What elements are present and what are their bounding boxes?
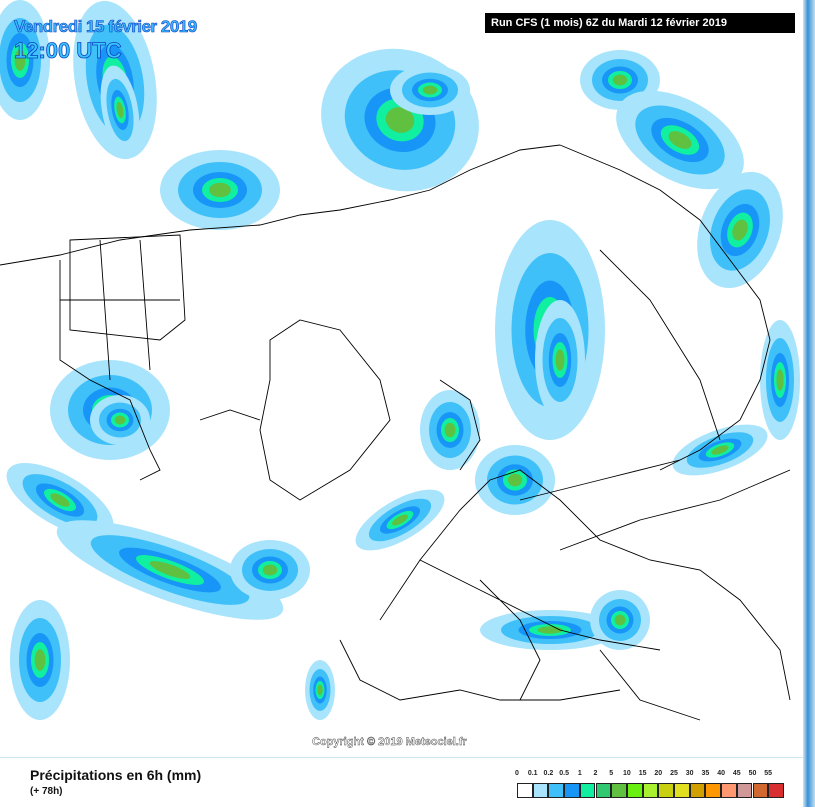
legend-swatch [595, 783, 612, 798]
legend-swatch [532, 783, 549, 798]
legend-label: 20 [654, 770, 663, 777]
legend-label: 55 [764, 770, 773, 777]
precipitation-map: Copyright © 2019 Meteociel.fr [0, 0, 800, 749]
legend-swatch [752, 783, 769, 798]
legend-label: 35 [701, 770, 710, 777]
coastlines [0, 144, 791, 721]
legend-swatch [658, 783, 674, 798]
precipitation-area [776, 369, 784, 391]
precipitation-area [34, 649, 46, 671]
copyright-text: Copyright © 2019 Meteociel.fr [312, 736, 468, 748]
precipitation-area [116, 102, 124, 118]
precipitation-area [537, 626, 563, 634]
legend-swatch [611, 783, 627, 798]
precipitation-area [732, 219, 748, 241]
legend-label: 45 [732, 770, 741, 777]
legend-label: 40 [717, 770, 725, 777]
legend-label: 25 [670, 770, 678, 777]
legend-swatch [517, 783, 533, 798]
precipitation-area [317, 684, 323, 696]
precipitation-area [555, 349, 565, 371]
legend-label: 0.2 [543, 770, 554, 777]
legend-label: 0 [515, 770, 519, 777]
legend-swatch [626, 783, 643, 798]
forecast-lead-time: (+ 78h) [30, 786, 63, 797]
precipitation-area [209, 182, 231, 198]
legend-swatch [721, 783, 737, 798]
precipitation-area [385, 107, 415, 133]
precipitation-area [50, 493, 70, 507]
precipitation-area [422, 85, 438, 95]
legend-swatch [768, 783, 784, 798]
legend-swatch [736, 783, 753, 798]
precipitation-area [392, 514, 408, 526]
precipitation-area [711, 445, 729, 455]
precipitation-area [114, 415, 126, 425]
precipitation-area [507, 473, 523, 487]
precipitation-area [612, 74, 628, 86]
precipitation-area [614, 614, 626, 626]
legend-swatch [674, 783, 690, 798]
precipitation-area [668, 131, 692, 149]
legend-swatch [705, 783, 722, 798]
legend-label: 50 [748, 770, 757, 777]
scrollbar[interactable] [803, 0, 815, 807]
variable-title: Précipitations en 6h (mm) [30, 767, 202, 783]
legend-swatch [689, 783, 706, 798]
legend-label: 1 [577, 770, 582, 777]
legend-label: 30 [685, 770, 694, 777]
legend-label: 0.5 [559, 770, 569, 777]
forecast-time: 12:00 UTC [14, 38, 122, 64]
precipitation-area [14, 49, 26, 71]
precipitation-area [149, 561, 191, 579]
legend-label: 0.1 [527, 770, 538, 777]
precipitation-area [262, 564, 278, 576]
legend-label: 2 [593, 770, 598, 777]
precipitation-area [444, 422, 456, 438]
legend-label: 10 [622, 770, 631, 777]
legend-panel: Précipitations en 6h (mm) (+ 78h) 0 0.1 0.… [0, 757, 803, 808]
forecast-date: Vendredi 15 février 2019 [14, 17, 198, 37]
legend-swatch [564, 783, 580, 798]
legend-label: 5 [609, 770, 614, 777]
legend-swatch [579, 783, 596, 798]
legend-label: 15 [638, 770, 647, 777]
legend-swatch [548, 783, 565, 798]
model-run-label: Run CFS (1 mois) 6Z du Mardi 12 février … [485, 13, 795, 33]
legend-swatch [642, 783, 659, 798]
